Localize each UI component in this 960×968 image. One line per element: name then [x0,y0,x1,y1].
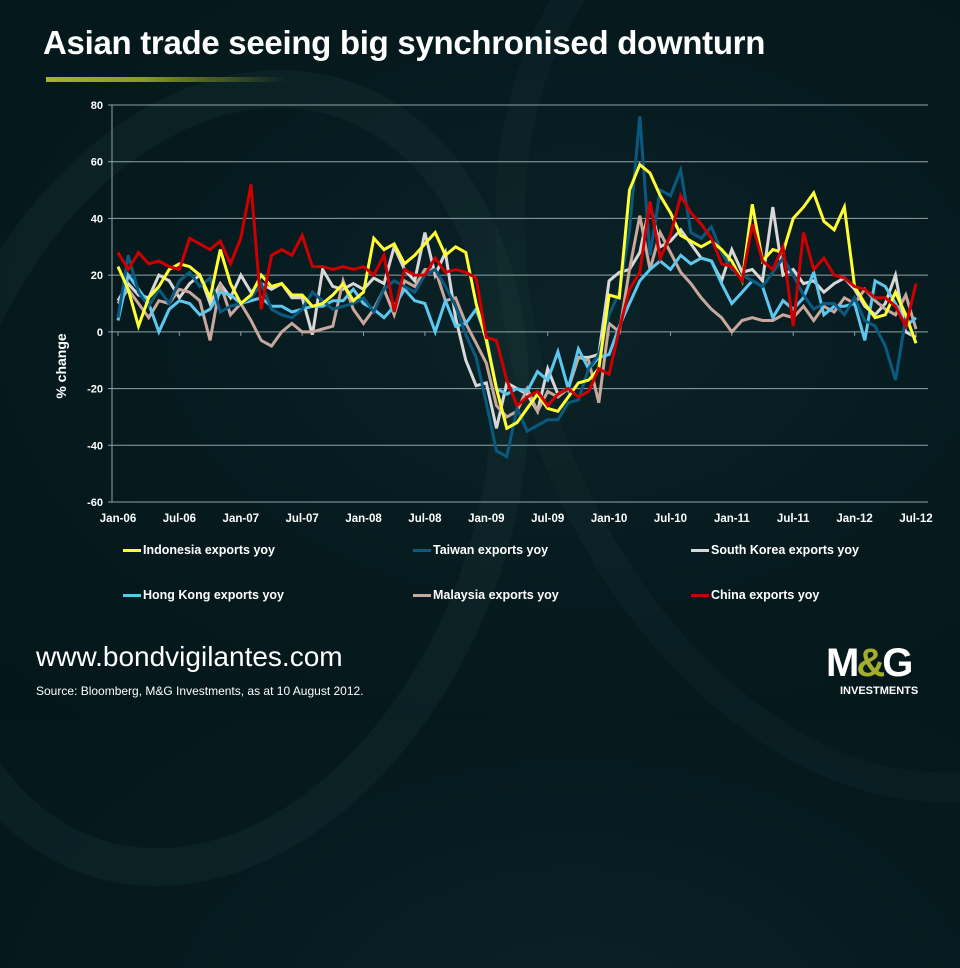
x-tick-label: Jul-10 [654,513,687,525]
y-tick-labels: 80 60 40 20 0 -20 -40 -60 [87,100,103,509]
x-tick-label: Jul-06 [163,513,196,525]
legend-label: Indonesia exports yoy [143,543,275,557]
legend-item-malaysia: Malaysia exports yoy [413,588,559,602]
legend-item-south-korea: South Korea exports yoy [691,543,859,557]
x-tick-label: Jan-08 [345,513,382,525]
x-tick-label: Jan-10 [591,513,627,525]
legend-swatch [413,593,431,597]
y-tick-label: 0 [97,327,103,339]
series-lines [116,116,918,459]
legend-swatch [413,548,431,552]
legend-swatch [691,593,709,597]
legend-label: Malaysia exports yoy [433,588,559,602]
website-link[interactable]: www.bondvigilantes.com [36,641,343,672]
x-tick-label: Jan-07 [223,513,259,525]
legend-swatch [691,548,709,552]
legend-label: Taiwan exports yoy [433,543,549,557]
x-tick-label: Jul-09 [531,513,564,525]
x-tick-label: Jan-12 [836,513,872,525]
legend-item-china: China exports yoy [691,588,819,602]
series-line-china [116,184,918,409]
line-chart: 80 60 40 20 0 -20 -40 -60 Jan-06 Jul-06 Jan-07 Jul… [53,100,933,525]
legend-item-taiwan: Taiwan exports yoy [413,543,548,557]
y-tick-label: -40 [87,440,103,452]
legend-label: Hong Kong exports yoy [143,588,284,602]
y-tick-label: 80 [91,100,103,112]
logo-subtitle: INVESTMENTS [840,685,919,697]
x-tick-label: Jul-08 [408,513,442,525]
chart-legend: Indonesia exports yoy Taiwan exports yoy… [123,543,859,602]
x-tick-label: Jul-11 [777,513,810,525]
gridlines [112,104,928,503]
slide-title: Asian trade seeing big synchronised down… [43,24,766,61]
y-tick-label: 20 [91,270,103,282]
y-axis-label: % change [53,333,69,399]
x-tick-labels: Jan-06 Jul-06 Jan-07 Jul-07 Jan-08 Jul-08 Jan-… [100,513,933,525]
logo-wordmark: M&G [826,641,913,685]
x-tick-label: Jan-06 [100,513,136,525]
legend-label: China exports yoy [711,588,820,602]
legend-item-indonesia: Indonesia exports yoy [123,543,275,557]
legend-item-hong-kong: Hong Kong exports yoy [123,588,284,602]
x-tick-label: Jul-12 [899,513,932,525]
legend-swatch [123,548,141,552]
y-tick-label: 40 [91,213,103,225]
x-tick-label: Jul-07 [286,513,319,525]
mg-investments-logo: M&G INVESTMENTS [826,642,938,702]
x-tick-label: Jan-09 [468,513,504,525]
y-tick-label: 60 [91,157,103,169]
series-line-hong [116,253,917,396]
y-tick-label: -60 [87,497,103,509]
x-tick-label: Jan-11 [714,513,750,525]
y-tick-label: -20 [87,384,103,396]
source-note: Source: Bloomberg, M&G Investments, as a… [36,684,364,698]
title-underline [46,77,286,82]
legend-label: South Korea exports yoy [711,543,859,557]
axes [108,104,917,503]
legend-swatch [123,593,141,597]
